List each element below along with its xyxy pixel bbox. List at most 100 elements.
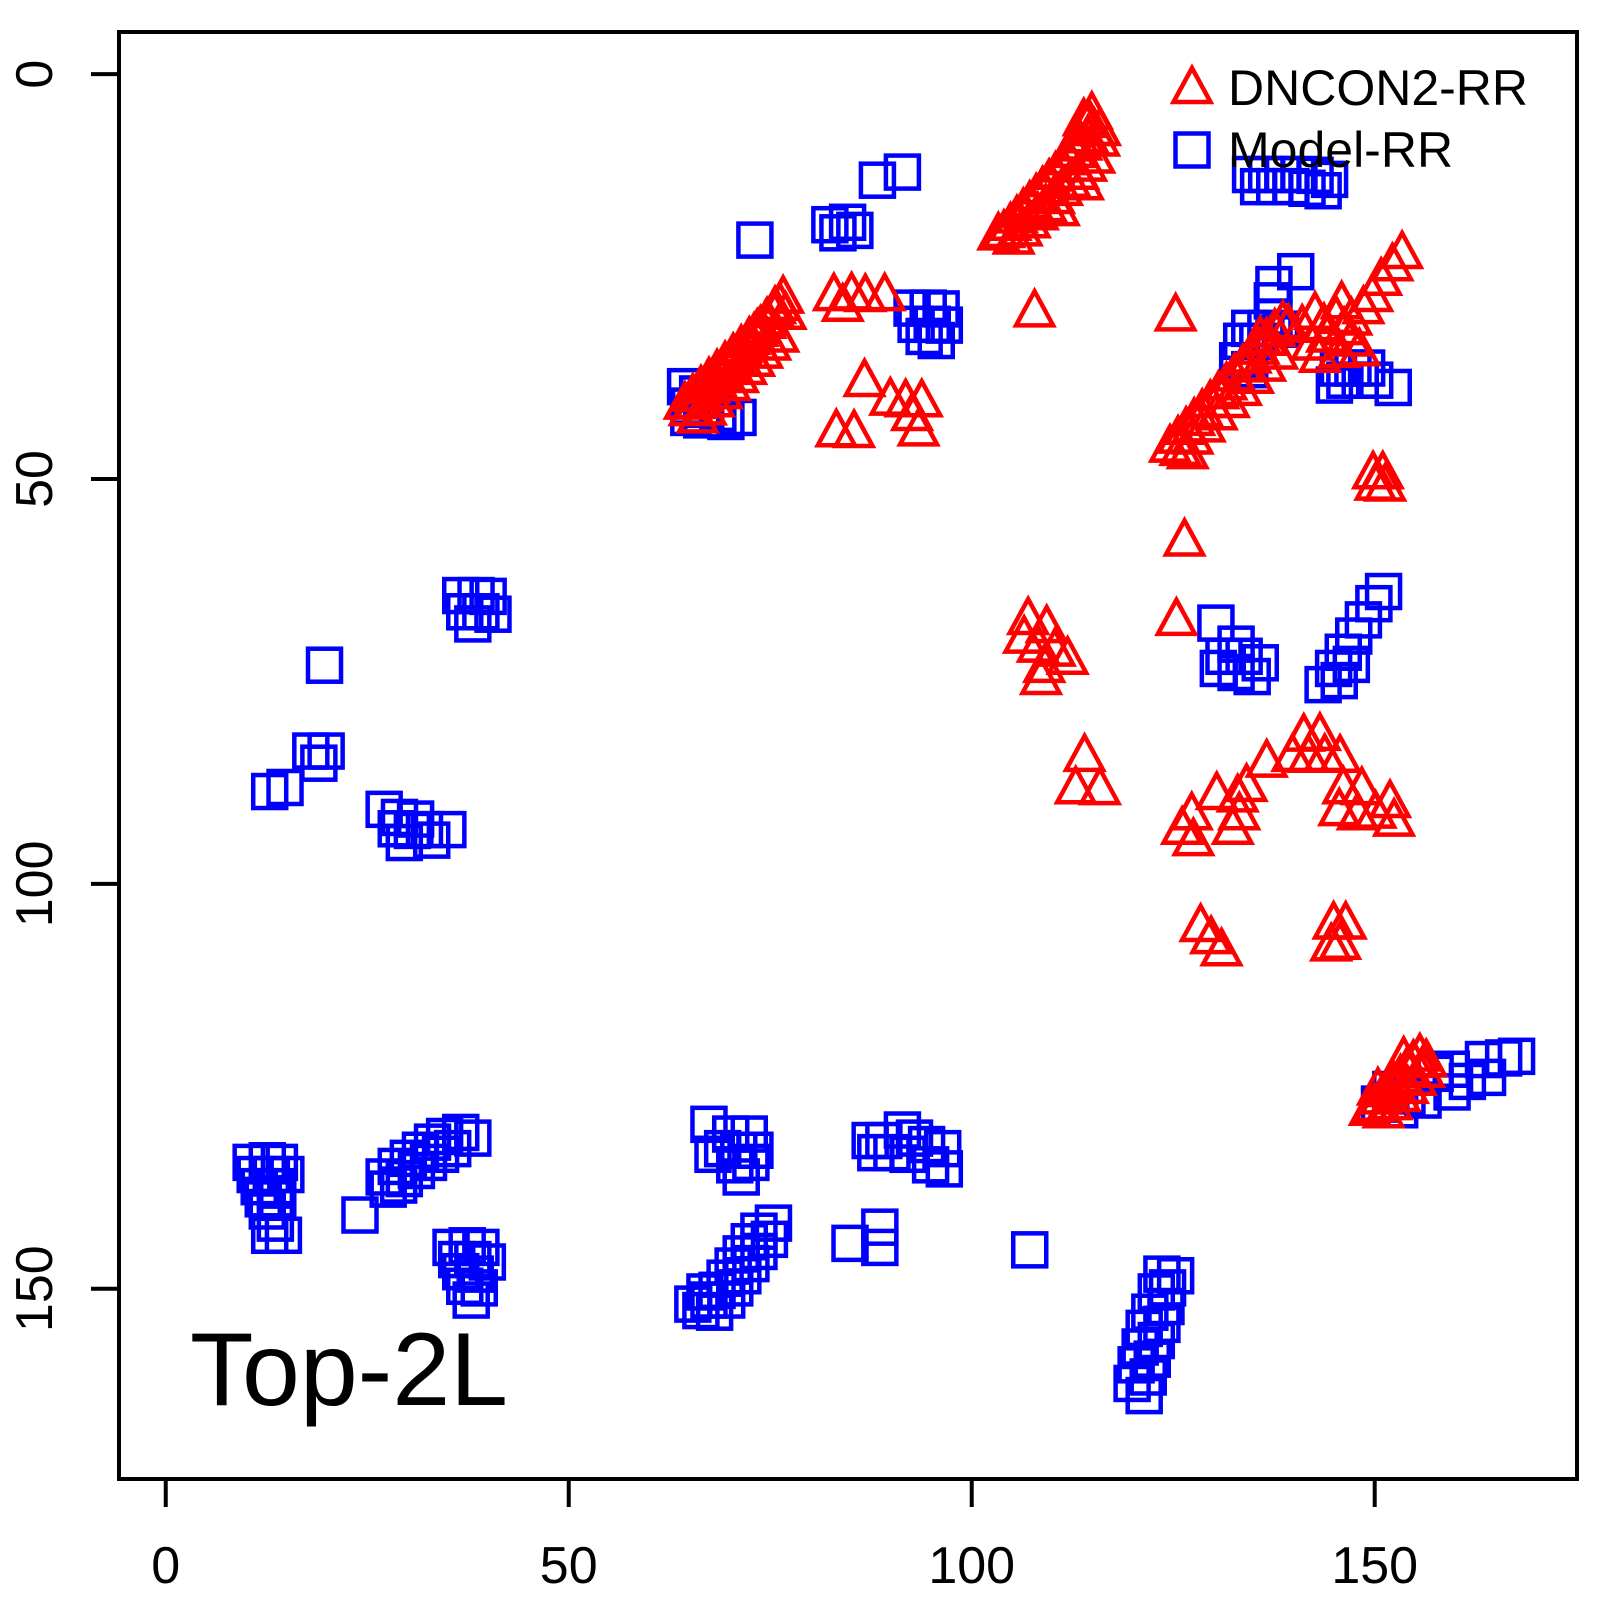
data-point-triangle (1153, 290, 1198, 332)
data-point-triangle (1371, 795, 1417, 837)
x-axis-tick-label: 0 (151, 1537, 180, 1595)
data-point-triangle (1061, 95, 1107, 137)
data-point-triangle (1036, 185, 1082, 227)
data-point-square (421, 1135, 460, 1174)
data-point-triangle (1242, 340, 1288, 382)
data-point-square (1497, 1037, 1536, 1076)
data-point-square (385, 823, 424, 862)
data-point-triangle (1355, 1064, 1401, 1106)
data-point-square (694, 1135, 732, 1174)
data-point-square (911, 1146, 950, 1184)
data-point-square (300, 744, 338, 782)
data-point-square (674, 1285, 712, 1323)
data-point-square (1332, 645, 1371, 684)
data-point-triangle (1403, 1036, 1449, 1078)
data-point-square (1197, 604, 1235, 642)
data-point-triangle (976, 209, 1021, 251)
y-axis-tick-label: 0 (6, 60, 64, 89)
annotation-label: Top-2L (190, 1312, 508, 1428)
data-point-triangle (1297, 331, 1343, 373)
data-point-triangle (1367, 777, 1413, 819)
data-point-triangle (1319, 278, 1364, 320)
data-point-square (456, 1255, 494, 1293)
data-point-square (341, 1196, 379, 1234)
data-point-square (256, 1204, 295, 1242)
data-point-square (1241, 644, 1280, 682)
data-point-square (917, 321, 956, 360)
data-point-triangle (763, 289, 808, 331)
plot-border (117, 30, 1579, 1481)
data-point-square (1364, 572, 1403, 611)
data-point-triangle (1005, 594, 1051, 636)
data-point-triangle (820, 280, 866, 322)
data-point-square (828, 203, 867, 242)
data-point-triangle (1199, 925, 1244, 967)
data-point-triangle (831, 407, 877, 449)
data-point-square (433, 1129, 472, 1168)
data-point-triangle (1215, 771, 1260, 813)
data-point-square (267, 1155, 305, 1194)
data-point-square (256, 1167, 295, 1206)
y-axis-tick-label: 150 (6, 1245, 64, 1332)
data-point-square (1199, 649, 1238, 688)
data-point-triangle (1224, 761, 1269, 803)
data-point-square (266, 768, 304, 807)
data-point-square (905, 317, 943, 356)
data-point-square (1276, 252, 1315, 291)
y-axis-tick-label: 50 (6, 450, 64, 508)
legend: DNCON2-RR Model-RR (1169, 60, 1528, 178)
data-point-square (1468, 1058, 1507, 1097)
data-point-triangle (1347, 1085, 1393, 1127)
data-point-triangle (1230, 353, 1276, 395)
data-point-triangle (1381, 1034, 1427, 1075)
data-point-triangle (1050, 120, 1095, 162)
data-point-triangle (1018, 654, 1064, 696)
data-point-square (1355, 584, 1393, 623)
data-point-triangle (1218, 365, 1264, 407)
data-point-triangle (1317, 919, 1363, 961)
data-point-triangle (1401, 1046, 1447, 1088)
data-point-square (474, 595, 512, 633)
data-points-layer (232, 89, 1536, 1415)
data-point-triangle (862, 270, 907, 312)
data-point-triangle (1301, 300, 1347, 342)
data-point-square (454, 605, 492, 643)
data-point-triangle (1170, 413, 1215, 455)
data-point-square (695, 1293, 734, 1331)
data-point-triangle (842, 356, 887, 398)
data-point-triangle (1077, 764, 1123, 806)
data-point-triangle (1154, 595, 1199, 637)
x-axis-tick-label: 100 (928, 1537, 1015, 1595)
data-point-triangle (1063, 140, 1109, 182)
data-point-triangle (1045, 634, 1090, 675)
data-point-triangle (1353, 787, 1398, 829)
data-point-square (883, 153, 922, 191)
axes-layer: 0 50 100 150 0 50 100 150 (6, 30, 1579, 1595)
data-point-triangle (1237, 313, 1283, 355)
data-point-square (462, 593, 500, 631)
data-point-square (690, 1105, 728, 1144)
legend-label: DNCON2-RR (1228, 60, 1528, 116)
data-point-square (405, 810, 444, 849)
data-point-triangle (1260, 297, 1306, 339)
data-point-triangle (1062, 731, 1107, 773)
data-point-square (1374, 368, 1412, 407)
data-point-triangle (1171, 815, 1216, 857)
data-point-triangle (760, 272, 806, 314)
data-point-square (468, 1243, 507, 1281)
legend-label: Model-RR (1228, 122, 1453, 178)
data-point-square (260, 1143, 299, 1182)
data-point-square (412, 821, 451, 859)
data-point-triangle (1316, 327, 1362, 369)
data-point-square (460, 1269, 499, 1307)
data-point-triangle (1053, 763, 1098, 805)
data-point-square (379, 1166, 418, 1204)
data-point-triangle (1194, 389, 1240, 431)
data-point-square (686, 1273, 724, 1311)
data-point-square (836, 211, 874, 250)
data-point-square (722, 1158, 760, 1196)
data-point-triangle (1194, 769, 1240, 811)
square-legend-icon (1173, 131, 1211, 169)
